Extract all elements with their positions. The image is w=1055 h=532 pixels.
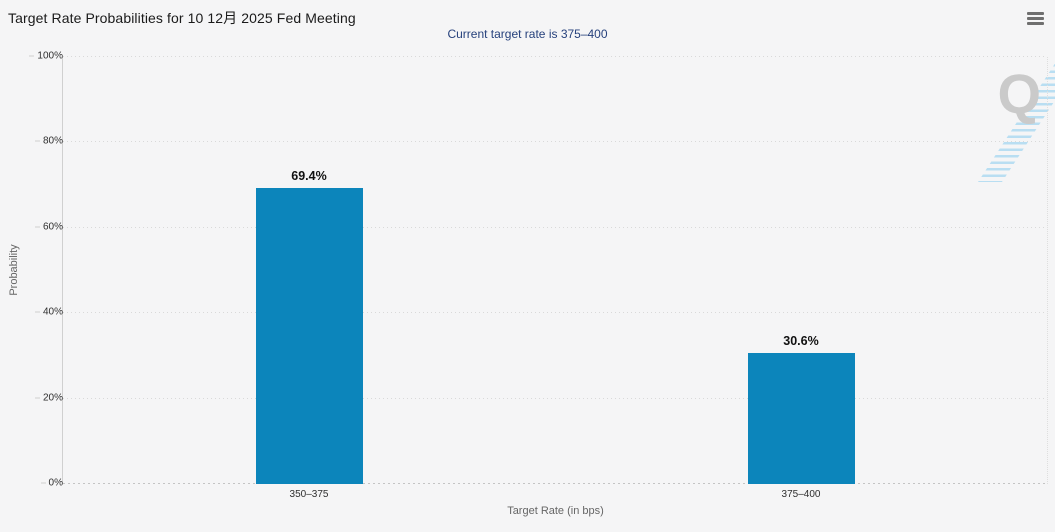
gridline-60: 60% xyxy=(34,221,1047,232)
probability-bar[interactable] xyxy=(255,187,363,484)
y-tick-mark xyxy=(40,482,46,484)
gridline-0: 0% xyxy=(40,478,1047,489)
gridline-40: 40% xyxy=(34,307,1047,318)
gridline-100: 100% xyxy=(29,51,1047,62)
y-tick-mark xyxy=(34,311,40,313)
y-tick-label: 0% xyxy=(48,477,63,489)
y-tick-label: 80% xyxy=(42,135,63,147)
plot-area: 0% 20% 40% 60% 80% 100% 69.4% 350–375 30… xyxy=(29,51,1048,500)
hamburger-bar xyxy=(1026,11,1044,15)
y-tick-label: 60% xyxy=(42,221,63,233)
hamburger-bar xyxy=(1026,16,1044,20)
x-tick-label: 350–375 xyxy=(289,489,329,500)
y-axis-title: Probability xyxy=(8,244,20,296)
bar-series: 69.4% 350–375 30.6% 375–400 xyxy=(63,57,1047,500)
y-tick-label: 20% xyxy=(42,392,63,404)
x-axis-title: Target Rate (in bps) xyxy=(507,505,604,517)
probability-bar[interactable] xyxy=(747,353,855,484)
y-tick-mark xyxy=(34,140,40,142)
gridline-80: 80% xyxy=(34,136,1047,147)
y-tick-label: 100% xyxy=(37,50,63,62)
bar-value-label: 69.4% xyxy=(291,168,327,183)
y-tick-mark xyxy=(34,226,40,228)
y-tick-label: 40% xyxy=(42,306,63,318)
chart-subtitle: Current target rate is 375–400 xyxy=(447,27,608,41)
y-tick-mark xyxy=(34,397,40,399)
hamburger-bar xyxy=(1026,21,1044,25)
x-tick-label: 375–400 xyxy=(781,489,821,500)
chart-title: Target Rate Probabilities for 10 12月 202… xyxy=(8,10,356,26)
y-axis-line xyxy=(62,57,63,484)
category-350-375: 69.4% 350–375 xyxy=(63,57,555,500)
gridline-20: 20% xyxy=(34,392,1047,403)
category-375-400: 30.6% 375–400 xyxy=(555,57,1047,500)
y-tick-mark xyxy=(29,55,35,57)
bar-value-label: 30.6% xyxy=(783,334,819,349)
hamburger-menu-icon[interactable] xyxy=(1023,8,1047,28)
